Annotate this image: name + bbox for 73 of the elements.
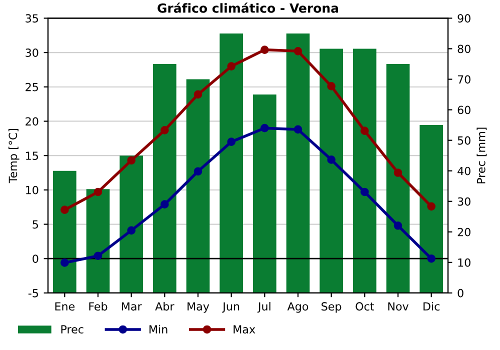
y2-tick-label: 60 [458,106,470,114]
bar [253,94,276,293]
y-tick-label: 20 [26,117,38,126]
y-tick-label: 5 [32,220,38,229]
point [227,62,236,70]
y-tick-label: 35 [26,14,38,23]
point [394,168,402,177]
y2-tick-label: 70 [458,75,470,84]
point [260,46,269,54]
point [327,156,336,164]
bar [353,48,376,293]
bar [220,33,243,293]
y2-tick-label: 0 [458,288,464,298]
x-tick-label: Mar [122,302,142,311]
y2-tick-label: 50 [458,136,470,145]
point [427,202,436,211]
point [160,126,169,134]
point [94,188,102,196]
legend-label: Min [150,324,168,334]
y-tick-label: 30 [26,48,38,57]
x-tick-label: Ago [287,302,308,313]
y2-tick-label: 20 [458,228,470,236]
point [294,125,302,134]
x-tick-label: Abr [155,302,174,311]
y2-tick-label: 80 [458,44,470,54]
y2-tick-label: 30 [458,197,470,206]
chart-title: Gráfico climático - Verona [158,2,338,13]
x-tick-label: Nov [388,302,409,311]
y-tick-label: 0 [32,254,38,263]
point [360,126,369,136]
y-tick-label: 15 [26,152,38,160]
x-tick-label: Dic [424,302,440,311]
point [194,90,202,99]
bar [86,189,110,293]
legend-label: Prec [61,325,84,334]
bar [153,64,176,293]
y-tick-label: 10 [26,186,38,194]
point [327,82,336,90]
point [360,188,369,196]
bar [286,33,310,293]
bar [186,79,210,293]
y-axis-title: Temp [°C] [8,128,20,184]
bar [320,48,343,293]
y2-tick-label: 90 [458,14,470,23]
x-tick-label: Ene [55,302,75,311]
y2-tick-label: 40 [458,166,470,176]
point [194,167,202,176]
point [94,252,102,260]
legend-label: Max [234,325,256,334]
y2-axis-title: Prec [mm] [476,128,487,184]
point [427,254,436,263]
bar [420,125,443,293]
point [394,221,402,230]
point [60,206,69,214]
point [160,200,169,209]
y-tick-label: -5 [28,289,38,298]
point [294,47,302,56]
point [227,138,236,146]
bar [120,156,143,293]
x-tick-label: Jun [222,302,240,313]
x-tick-label: Oct [356,302,374,311]
x-tick-label: May [188,302,210,313]
point [127,156,136,165]
point [260,124,269,132]
bar [386,64,410,293]
bar [53,170,76,293]
y-tick-label: 25 [26,82,38,92]
x-tick-label: Jul [257,302,270,313]
y2-tick-label: 10 [458,258,470,267]
x-tick-label: Sep [322,302,342,313]
x-tick-label: Feb [89,302,108,311]
point [60,258,69,267]
point [127,226,136,235]
